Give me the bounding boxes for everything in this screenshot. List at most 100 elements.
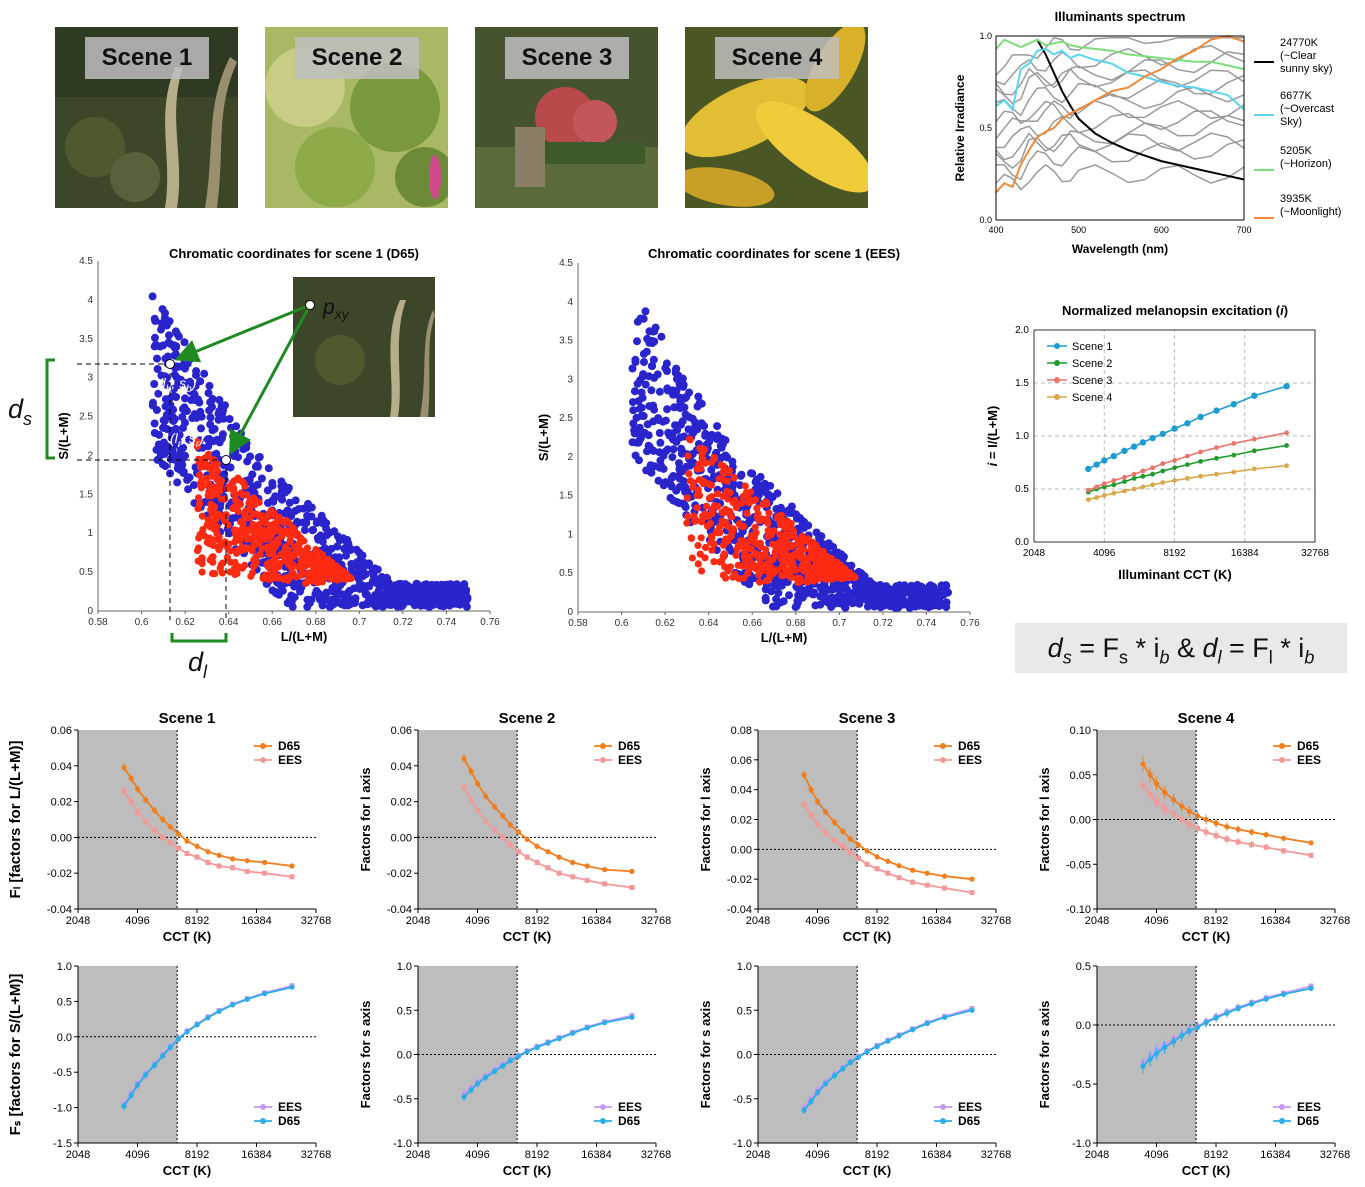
scatter-blue-point: [787, 502, 796, 511]
scatter-red-point: [743, 509, 751, 518]
scatter-y-tick: 3: [87, 373, 93, 384]
factor-y-tick: 0.0: [397, 1050, 412, 1062]
factor-legend-label: D65: [1297, 1114, 1319, 1128]
scatter-blue-point: [344, 601, 352, 610]
factor-point: [823, 1081, 829, 1087]
factor-point: [855, 842, 862, 848]
scatter-blue-point: [170, 370, 179, 379]
scatter-blue-point: [923, 586, 932, 595]
factor-point: [1154, 799, 1160, 805]
scatter-red-point: [278, 532, 286, 540]
scatter-red-point: [314, 578, 322, 586]
factor-point: [534, 843, 540, 849]
scatter-blue-point: [444, 587, 453, 596]
scatter-red-point: [703, 522, 712, 530]
factor-point: [500, 1063, 506, 1069]
factor-series-line: [1142, 987, 1312, 1067]
factor-point: [874, 854, 880, 860]
factor-series-line: [803, 1009, 973, 1111]
melanopsin-legend-marker: [1054, 343, 1060, 349]
scatter-red-point: [812, 574, 820, 582]
scatter-blue-point: [691, 418, 700, 427]
scatter-blue-point: [935, 597, 944, 606]
scatter-red-point: [218, 569, 226, 577]
scatter-red-point: [244, 534, 252, 542]
factor-point: [896, 1033, 902, 1039]
melanopsin-legend-label: Scene 4: [1072, 392, 1112, 404]
scatter-x-tick: 0.64: [699, 618, 719, 629]
scatter-blue-point: [649, 355, 658, 364]
scatter-red-point: [195, 458, 203, 466]
formula-dl: d: [1202, 633, 1218, 663]
scatter-blue-point: [373, 565, 382, 574]
scatter-blue-point: [357, 551, 366, 560]
scatter-blue-point: [645, 443, 654, 452]
scatter-blue-point: [291, 496, 300, 505]
factor-y-tick: -0.02: [47, 868, 72, 880]
formula-ib-sub: b: [1159, 647, 1170, 668]
lb-label: (lb, sb): [158, 375, 196, 395]
scatter-blue-point: [645, 327, 654, 336]
scatter-blue-point: [178, 413, 187, 421]
scatter-red-point: [251, 560, 259, 568]
spectrum-y-tick: 1.0: [979, 31, 992, 41]
arrow-to-lr: [229, 304, 312, 456]
scatter-blue-point: [173, 464, 182, 473]
scatter-blue-point: [169, 405, 178, 414]
scatter-blue-point: [324, 528, 333, 537]
scatter-red-point: [325, 572, 334, 580]
scatter-blue-point: [287, 591, 296, 600]
spectrum-x-tick: 700: [1236, 225, 1251, 235]
scatter-red-point: [716, 523, 724, 531]
scatter-blue-point: [838, 582, 847, 591]
factor-legend-label: EES: [618, 753, 642, 767]
scatter-red-point: [753, 513, 762, 521]
scene-3-label: Scene 3: [505, 37, 629, 79]
scatter-x-tick: 0.74: [437, 617, 457, 628]
melanopsin-legend-label: Scene 1: [1072, 341, 1112, 353]
factor-point: [194, 843, 200, 849]
scatter-ylabel: S/(L+M): [56, 412, 71, 459]
factor-point: [1281, 848, 1287, 854]
scatter-red-point: [741, 553, 749, 561]
scatter-y-tick: 0: [567, 607, 573, 618]
scatter-red-point: [725, 469, 733, 477]
scatter-blue-point: [361, 590, 370, 599]
scatter-blue-point: [693, 425, 702, 434]
spectrum-x-tick: 600: [1154, 225, 1169, 235]
scatter-blue-point: [185, 435, 194, 444]
factor-point: [1249, 1001, 1255, 1007]
scatter-red-point: [694, 541, 702, 550]
factor-legend-marker: [600, 757, 606, 763]
factor-point: [602, 1020, 608, 1026]
scatter-blue-point: [257, 558, 266, 567]
factor-y-tick: 0.00: [51, 832, 72, 844]
factor-x-tick: 2048: [746, 915, 770, 927]
factor-point: [128, 799, 134, 805]
scatter-y-tick: 0.5: [559, 568, 573, 579]
factor-ylabel: Factors for s axis: [1037, 1001, 1052, 1109]
melanopsin-point: [1172, 478, 1177, 483]
scatter-red-point: [287, 553, 295, 561]
spectrum-gray-line: [995, 99, 1245, 125]
factor-x-tick: 16384: [241, 915, 272, 927]
scatter-blue-point: [303, 595, 312, 604]
scatter-red-point: [332, 568, 340, 576]
scatter-red-point: [221, 495, 229, 503]
factor-y-tick: 0.06: [391, 725, 412, 737]
factor-point: [468, 1087, 474, 1093]
scatter-blue-point: [151, 333, 159, 342]
factor-x-tick: 4096: [465, 915, 489, 927]
scatter-ees-chart: Chromatic coordinates for scene 1 (EES) 0…: [536, 246, 980, 645]
melanopsin-series-line: [1088, 464, 1287, 501]
pxy-point: [305, 300, 315, 310]
scatter-blue-point: [322, 588, 331, 597]
factor-point: [1213, 820, 1219, 826]
scatter-red-point: [702, 502, 711, 510]
factor-point: [500, 834, 506, 840]
scatter-red-point: [729, 525, 738, 533]
scatter-y-tick: 2: [567, 452, 573, 463]
scatter-red-point: [734, 561, 742, 569]
scatter-blue-point: [664, 428, 673, 437]
scatter-blue-point: [317, 511, 326, 520]
